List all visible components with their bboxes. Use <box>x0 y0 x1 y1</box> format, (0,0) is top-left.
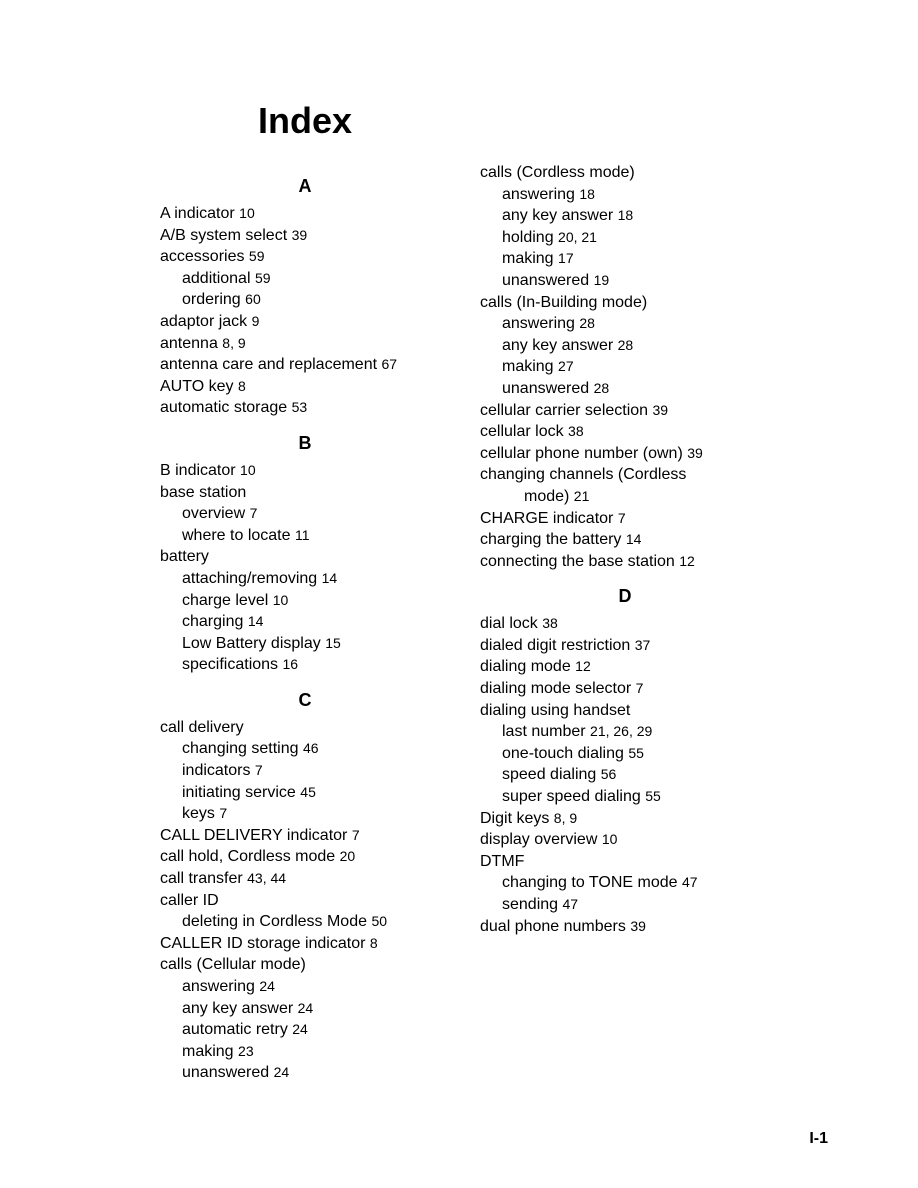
section-letter: C <box>160 690 450 711</box>
index-entry: dial lock 38 <box>480 613 770 635</box>
index-entry: unanswered 28 <box>480 378 770 400</box>
index-entry: automatic storage 53 <box>160 397 450 419</box>
index-entry: call transfer 43, 44 <box>160 868 450 890</box>
index-entry: additional 59 <box>160 268 450 290</box>
index-entry: A/B system select 39 <box>160 225 450 247</box>
index-entry: charging 14 <box>160 611 450 633</box>
section-letter: D <box>480 586 770 607</box>
index-entry: making 23 <box>160 1041 450 1063</box>
index-entry: dialing mode 12 <box>480 656 770 678</box>
index-entry: calls (In-Building mode) <box>480 292 770 314</box>
index-entry: making 27 <box>480 356 770 378</box>
index-entry: keys 7 <box>160 803 450 825</box>
page-title: Index <box>160 100 450 142</box>
index-entry: changing channels (Cordless <box>480 464 770 486</box>
index-entry: mode) 21 <box>480 486 770 508</box>
index-entry: B indicator 10 <box>160 460 450 482</box>
section-letter: B <box>160 433 450 454</box>
index-entry: calls (Cordless mode) <box>480 162 770 184</box>
index-entry: dual phone numbers 39 <box>480 916 770 938</box>
index-entry: where to locate 11 <box>160 525 450 547</box>
page-number: I-1 <box>809 1130 828 1148</box>
index-entry: call hold, Cordless mode 20 <box>160 846 450 868</box>
index-entry: answering 28 <box>480 313 770 335</box>
index-entry: overview 7 <box>160 503 450 525</box>
index-entry: indicators 7 <box>160 760 450 782</box>
index-entry: cellular lock 38 <box>480 421 770 443</box>
index-entry: charge level 10 <box>160 590 450 612</box>
index-entry: DTMF <box>480 851 770 873</box>
index-entry: automatic retry 24 <box>160 1019 450 1041</box>
index-entry: antenna 8, 9 <box>160 333 450 355</box>
section-letter: A <box>160 176 450 197</box>
index-entry: connecting the base station 12 <box>480 551 770 573</box>
index-entry: Low Battery display 15 <box>160 633 450 655</box>
index-entry: A indicator 10 <box>160 203 450 225</box>
index-entry: holding 20, 21 <box>480 227 770 249</box>
index-entry: CALL DELIVERY indicator 7 <box>160 825 450 847</box>
index-entry: last number 21, 26, 29 <box>480 721 770 743</box>
index-entry: CHARGE indicator 7 <box>480 508 770 530</box>
index-entry: sending 47 <box>480 894 770 916</box>
index-entry: CALLER ID storage indicator 8 <box>160 933 450 955</box>
index-entry: adaptor jack 9 <box>160 311 450 333</box>
left-column: A A indicator 10A/B system select 39acces… <box>160 162 450 1084</box>
index-entry: super speed dialing 55 <box>480 786 770 808</box>
index-entry: answering 18 <box>480 184 770 206</box>
index-entry: any key answer 18 <box>480 205 770 227</box>
index-entry: dialing mode selector 7 <box>480 678 770 700</box>
index-entry: cellular carrier selection 39 <box>480 400 770 422</box>
index-entry: battery <box>160 546 450 568</box>
index-columns: A A indicator 10A/B system select 39acces… <box>160 162 780 1084</box>
index-entry: unanswered 19 <box>480 270 770 292</box>
index-entry: call delivery <box>160 717 450 739</box>
index-entry: antenna care and replacement 67 <box>160 354 450 376</box>
index-entry: AUTO key 8 <box>160 376 450 398</box>
index-entry: speed dialing 56 <box>480 764 770 786</box>
index-entry: dialed digit restriction 37 <box>480 635 770 657</box>
index-entry: unanswered 24 <box>160 1062 450 1084</box>
index-entry: any key answer 24 <box>160 998 450 1020</box>
index-entry: answering 24 <box>160 976 450 998</box>
index-entry: initiating service 45 <box>160 782 450 804</box>
index-entry: deleting in Cordless Mode 50 <box>160 911 450 933</box>
index-entry: Digit keys 8, 9 <box>480 808 770 830</box>
index-entry: specifications 16 <box>160 654 450 676</box>
index-entry: charging the battery 14 <box>480 529 770 551</box>
index-entry: changing to TONE mode 47 <box>480 872 770 894</box>
index-entry: making 17 <box>480 248 770 270</box>
index-entry: one-touch dialing 55 <box>480 743 770 765</box>
index-entry: any key answer 28 <box>480 335 770 357</box>
index-entry: attaching/removing 14 <box>160 568 450 590</box>
index-entry: dialing using handset <box>480 700 770 722</box>
index-entry: base station <box>160 482 450 504</box>
index-entry: calls (Cellular mode) <box>160 954 450 976</box>
index-entry: cellular phone number (own) 39 <box>480 443 770 465</box>
index-entry: accessories 59 <box>160 246 450 268</box>
index-entry: ordering 60 <box>160 289 450 311</box>
index-entry: caller ID <box>160 890 450 912</box>
index-entry: changing setting 46 <box>160 738 450 760</box>
right-column: calls (Cordless mode)answering 18any key… <box>480 162 770 1084</box>
index-entry: display overview 10 <box>480 829 770 851</box>
